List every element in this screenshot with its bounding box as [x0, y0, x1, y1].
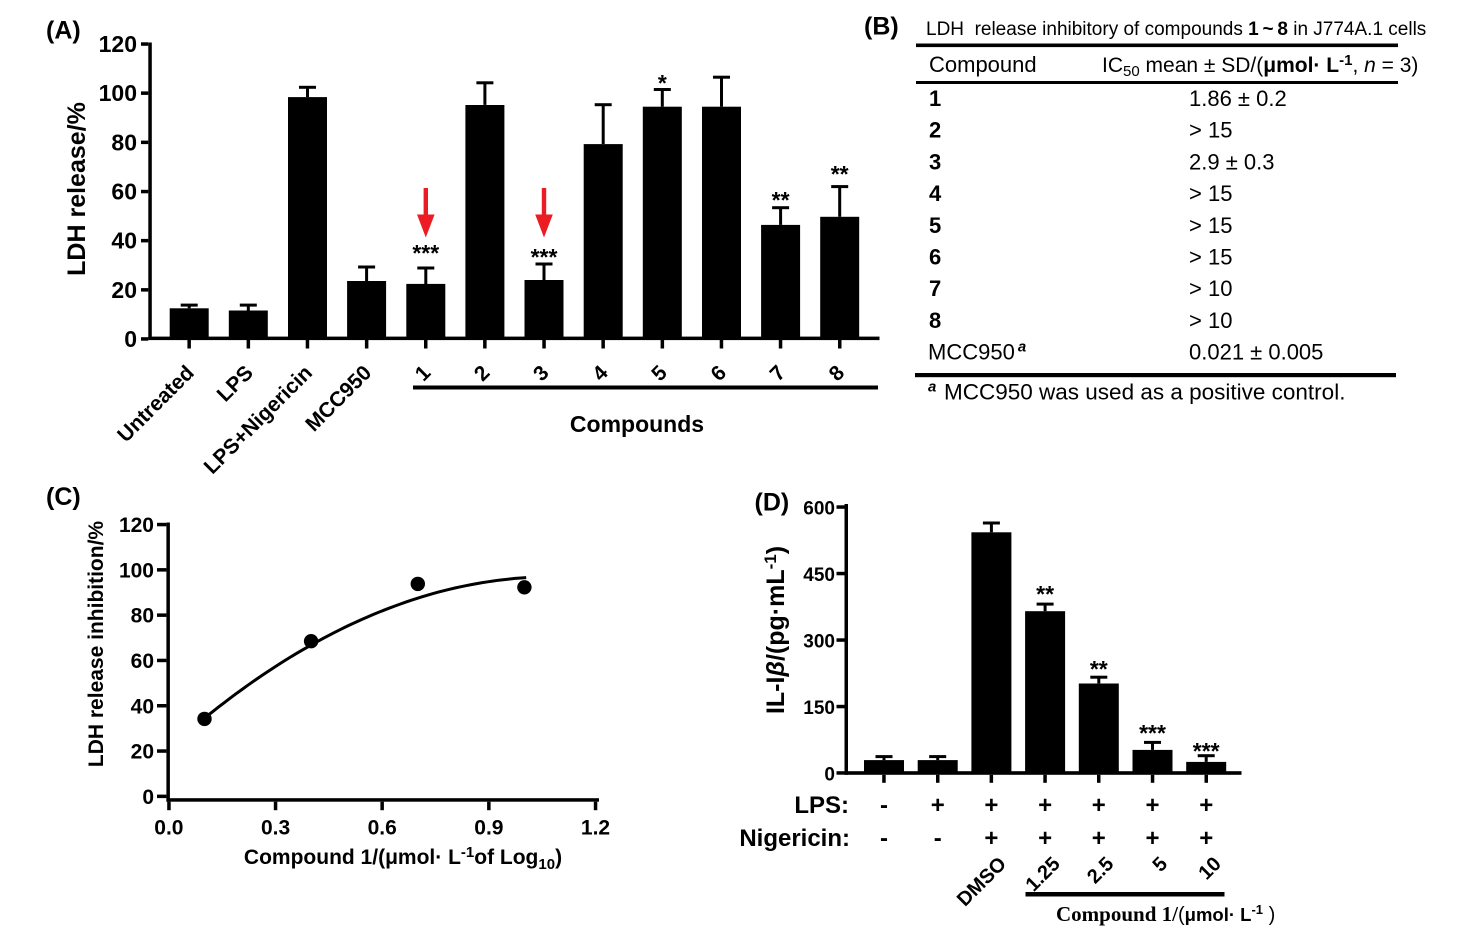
svg-text:0.3: 0.3 [261, 817, 290, 840]
svg-text:+: + [1145, 825, 1159, 852]
svg-text:Compound 1/(μmol· L-1 ): Compound 1/(μmol· L-1 ) [1056, 902, 1275, 926]
svg-text:+: + [984, 825, 998, 852]
svg-text:+: + [931, 792, 945, 819]
svg-text:1: 1 [929, 86, 941, 111]
svg-text:> 15: > 15 [1189, 181, 1232, 206]
svg-text:MCC950 was used as a positive: MCC950 was used as a positive control. [944, 380, 1345, 405]
svg-text:Compound 1/(μmol· L-1of Log10): Compound 1/(μmol· L-1of Log10) [244, 844, 562, 873]
svg-text:Compound: Compound [929, 52, 1037, 77]
svg-text:3: 3 [929, 149, 941, 174]
svg-text:80: 80 [111, 129, 137, 155]
svg-text:a: a [928, 379, 936, 396]
svg-text:Nigericin:: Nigericin: [739, 825, 850, 852]
svg-text:0.9: 0.9 [474, 817, 503, 840]
svg-text:5: 5 [929, 213, 941, 238]
svg-text:-: - [880, 792, 888, 819]
svg-text:+: + [1092, 792, 1106, 819]
svg-text:**: ** [1036, 581, 1054, 607]
svg-text:0: 0 [124, 326, 137, 352]
svg-text:20: 20 [131, 741, 154, 764]
svg-text:LDH release/%: LDH release/% [63, 102, 91, 276]
svg-text:***: *** [412, 240, 439, 266]
svg-text:(A): (A) [46, 17, 81, 45]
svg-text:8: 8 [929, 308, 941, 333]
svg-text:100: 100 [99, 80, 137, 106]
svg-text:LDH release inhibition/%: LDH release inhibition/% [85, 521, 108, 768]
svg-text:7: 7 [929, 276, 941, 301]
svg-text:+: + [1145, 792, 1159, 819]
svg-text:120: 120 [119, 514, 154, 537]
svg-text:*: * [658, 70, 667, 96]
svg-text:600: 600 [803, 499, 835, 520]
svg-text:+: + [1038, 825, 1052, 852]
svg-text:2: 2 [929, 118, 941, 143]
svg-text:-: - [880, 825, 888, 852]
svg-text:2.9 ± 0.3: 2.9 ± 0.3 [1189, 149, 1274, 174]
svg-text:0.021 ± 0.005: 0.021 ± 0.005 [1189, 340, 1323, 365]
svg-text:**: ** [831, 161, 849, 187]
svg-text:1.86 ± 0.2: 1.86 ± 0.2 [1189, 86, 1287, 111]
svg-text:6: 6 [929, 245, 941, 270]
svg-text:150: 150 [803, 698, 835, 719]
svg-text:60: 60 [111, 179, 137, 205]
svg-text:80: 80 [131, 605, 154, 628]
svg-text:(C): (C) [46, 483, 81, 511]
svg-text:> 15: > 15 [1189, 213, 1232, 238]
svg-text:0.6: 0.6 [368, 817, 397, 840]
svg-text:***: *** [531, 244, 558, 270]
svg-text:IL-Iβ/(pg·mL-1): IL-Iβ/(pg·mL-1) [761, 546, 790, 714]
svg-text:-: - [934, 825, 942, 852]
svg-text:+: + [1092, 825, 1106, 852]
svg-text:1.2: 1.2 [581, 817, 610, 840]
svg-text:4: 4 [929, 181, 942, 206]
svg-text:0: 0 [824, 765, 835, 786]
svg-text:> 10: > 10 [1189, 308, 1232, 333]
svg-text:***: *** [1139, 720, 1166, 746]
svg-text:**: ** [1090, 656, 1108, 682]
svg-text:100: 100 [119, 559, 154, 582]
svg-text:40: 40 [111, 228, 137, 254]
svg-text:120: 120 [99, 31, 137, 57]
svg-text:+: + [1038, 792, 1052, 819]
svg-text:+: + [1199, 792, 1213, 819]
svg-text:450: 450 [803, 565, 835, 586]
svg-text:> 10: > 10 [1189, 276, 1232, 301]
svg-text:20: 20 [111, 277, 137, 303]
svg-text:> 15: > 15 [1189, 245, 1232, 270]
svg-text:> 15: > 15 [1189, 118, 1232, 143]
svg-text:(D): (D) [755, 489, 790, 517]
svg-text:+: + [984, 792, 998, 819]
svg-text:***: *** [1193, 738, 1220, 764]
svg-text:LPS:: LPS: [794, 792, 849, 819]
svg-text:0.0: 0.0 [154, 817, 183, 840]
svg-text:Compounds: Compounds [570, 411, 704, 437]
svg-text:60: 60 [131, 650, 154, 673]
svg-text:40: 40 [131, 695, 154, 718]
svg-text:+: + [1199, 825, 1213, 852]
svg-text:300: 300 [803, 632, 835, 653]
svg-text:0: 0 [142, 786, 154, 809]
svg-text:IC50 mean ± SD/(μmol· L-1, n =: IC50 mean ± SD/(μmol· L-1, n = 3) [1102, 52, 1418, 80]
svg-text:(B): (B) [864, 13, 899, 41]
svg-text:**: ** [772, 187, 790, 213]
svg-text:LDH release inhibitory of com: LDH release inhibitory of compounds 1 ~ … [926, 19, 1426, 40]
